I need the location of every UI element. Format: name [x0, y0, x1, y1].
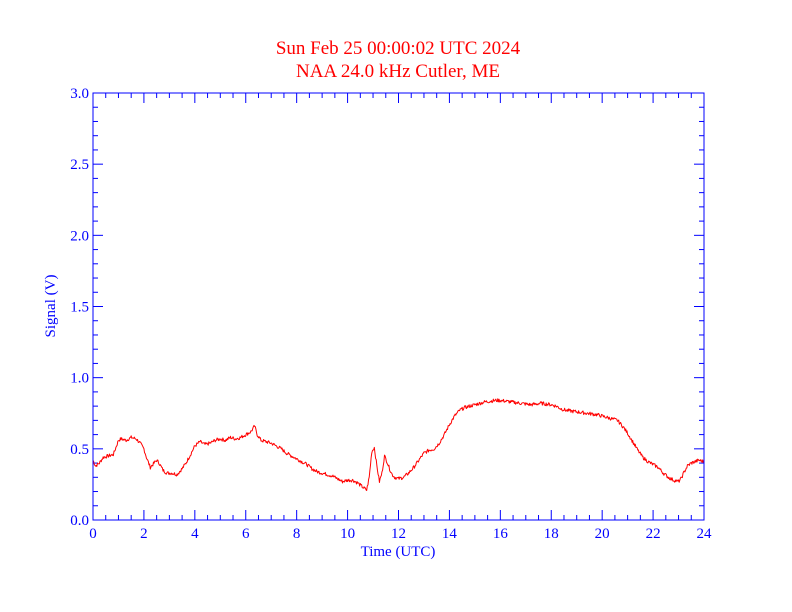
x-tick-label: 4 — [191, 526, 199, 542]
chart-title: Sun Feb 25 00:00:02 UTC 2024 — [276, 38, 521, 59]
y-tick-label: 0.0 — [70, 513, 89, 529]
y-tick-label: 3.0 — [70, 86, 89, 102]
x-tick-label: 2 — [140, 526, 148, 542]
x-tick-label: 10 — [340, 526, 355, 542]
x-tick-label: 8 — [293, 526, 301, 542]
x-tick-label: 14 — [442, 526, 458, 542]
y-tick-label: 2.0 — [70, 228, 89, 244]
x-tick-label: 0 — [89, 526, 97, 542]
plot-frame — [92, 92, 705, 521]
x-tick-label: 20 — [595, 526, 610, 542]
x-tick-label: 6 — [242, 526, 250, 542]
x-axis-label: Time (UTC) — [361, 544, 436, 560]
y-axis-label: Signal (V) — [43, 275, 59, 338]
y-tick-label: 0.5 — [70, 442, 89, 458]
y-tick-label: 2.5 — [70, 157, 89, 173]
x-tick-label: 22 — [646, 526, 661, 542]
x-tick-label: 16 — [493, 526, 509, 542]
signal-series-line — [92, 398, 705, 492]
y-tick-label: 1.5 — [70, 300, 89, 316]
tick-labels: 0 2 4 6 8 10 12 14 16 18 20 22 240.00.51.01.52.02.53… — [70, 86, 712, 542]
axis-ticks — [92, 92, 705, 521]
chart-subtitle: NAA 24.0 kHz Cutler, ME — [296, 61, 500, 82]
x-tick-label: 12 — [391, 526, 406, 542]
x-tick-label: 18 — [544, 526, 559, 542]
x-tick-label: 24 — [697, 526, 713, 542]
y-tick-label: 1.0 — [70, 371, 89, 387]
